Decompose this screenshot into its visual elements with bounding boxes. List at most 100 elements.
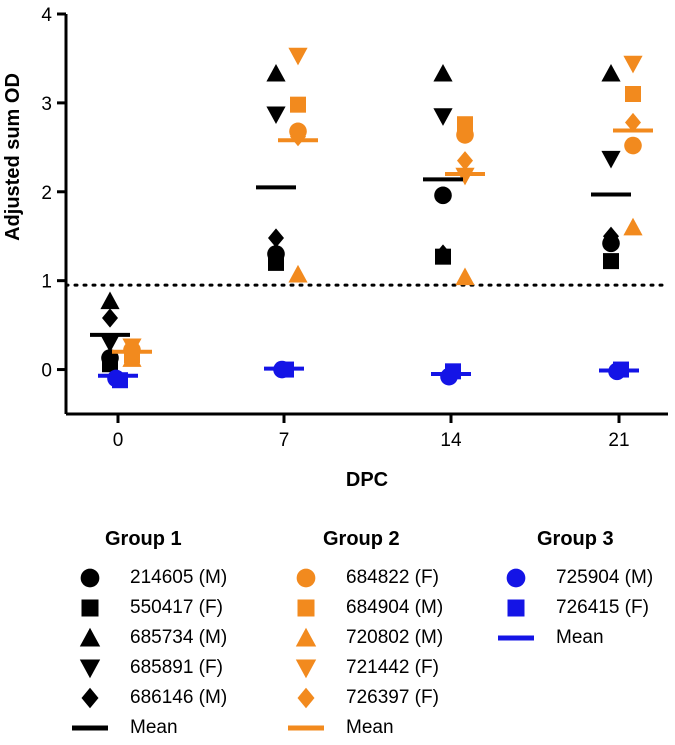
point-g2-720802-dpc21	[623, 217, 643, 236]
legend-label: 720802 (M)	[346, 627, 444, 648]
legend-marker	[297, 599, 315, 617]
legend-label: 550417 (F)	[130, 597, 223, 618]
y-axis-label: Adjusted sum OD	[2, 73, 24, 241]
legend-diamond-icon	[81, 687, 99, 709]
point-g2-684904-dpc14	[457, 116, 473, 133]
legend-group-title: Group 3	[537, 528, 614, 550]
point-g1-685734-dpc0	[100, 291, 120, 310]
x-tick-label: 21	[608, 430, 629, 451]
legend-entry: 684904 (M)	[288, 594, 508, 622]
scatter-chart: 0 1 2 3 4 0 7 14 21 Adjusted sum OD DPC	[2, 5, 670, 491]
legend-marker	[72, 725, 108, 731]
point-g2-721442-dpc14	[455, 167, 475, 186]
point-g2-720802-dpc7	[288, 264, 308, 283]
legend-label: 686146 (M)	[130, 687, 228, 708]
legend-label: 684904 (M)	[346, 597, 444, 618]
legend-marker	[80, 568, 100, 588]
legend-marker	[81, 599, 99, 617]
legend-square-icon	[81, 599, 99, 617]
y-tick-label: 3	[41, 94, 52, 115]
axes: 0 1 2 3 4 0 7 14 21	[41, 5, 670, 451]
point-g2-720802-dpc14	[455, 267, 475, 286]
legend-group-title: Group 2	[323, 528, 400, 550]
legend-label: 214605 (M)	[130, 567, 228, 588]
legend-square-icon	[507, 599, 525, 617]
legend-marker	[297, 687, 315, 709]
legend-square-icon	[297, 599, 315, 617]
legend-entry-mean: Mean	[288, 714, 508, 742]
legend-entry: 685891 (F)	[72, 654, 292, 682]
point-g1-685734-dpc7	[266, 63, 286, 82]
data-points	[100, 47, 643, 389]
y-tick-label: 1	[41, 272, 52, 293]
legend-label: 685891 (F)	[130, 657, 223, 678]
legend-entry: 686146 (M)	[72, 684, 292, 712]
legend-marker	[288, 725, 324, 731]
point-g1-686146-dpc21	[603, 226, 619, 246]
legend-entry-mean: Mean	[72, 714, 292, 742]
legend-marker	[79, 627, 101, 647]
point-g1-685891-dpc0	[100, 334, 120, 353]
x-tick-label: 0	[113, 430, 124, 451]
legend-marker	[81, 687, 99, 709]
legend-marker	[295, 659, 317, 679]
point-g1-685891-dpc7	[266, 106, 286, 125]
y-tick-label: 2	[41, 183, 52, 204]
legend-entry: 720802 (M)	[288, 624, 508, 652]
point-g2-726397-dpc21	[625, 112, 641, 133]
legend-diamond-icon	[297, 687, 315, 709]
point-g2-721442-dpc7	[288, 47, 308, 66]
legend-triangle-down-icon	[79, 659, 101, 679]
legend-label: 726397 (F)	[346, 687, 439, 708]
legend-label: 721442 (F)	[346, 657, 439, 678]
point-g1-685734-dpc21	[601, 63, 621, 82]
point-g1-686146-dpc0	[102, 308, 118, 328]
point-g2-721442-dpc21	[623, 55, 643, 74]
x-axis-label: DPC	[346, 469, 388, 491]
point-g1-685891-dpc14	[433, 108, 453, 126]
legend-label: 725904 (M)	[556, 567, 654, 588]
legend-label: Mean	[130, 717, 178, 738]
point-g1-550417-dpc7	[268, 254, 284, 271]
x-tick-label: 14	[440, 430, 462, 451]
legend-label: Mean	[556, 627, 604, 648]
point-g2-684904-dpc21	[625, 86, 641, 102]
legend-entry: 684822 (F)	[288, 564, 508, 592]
legend-triangle-up-icon	[79, 627, 101, 647]
y-tick-label: 4	[41, 5, 52, 26]
legend-label: 685734 (M)	[130, 627, 228, 648]
legend-entry: 726415 (F)	[498, 594, 675, 622]
legend-label: Mean	[346, 717, 394, 738]
legend-group-title: Group 1	[105, 528, 182, 550]
point-g2-684904-dpc7	[290, 96, 306, 113]
point-g1-214605-dpc14	[434, 186, 452, 205]
x-tick-label: 7	[279, 430, 290, 451]
point-g1-550417-dpc21	[603, 253, 619, 270]
legend-triangle-down-icon	[295, 659, 317, 679]
point-g2-726397-dpc14	[457, 151, 473, 171]
legend-entry: 214605 (M)	[72, 564, 292, 592]
legend-circle-icon	[80, 568, 100, 588]
point-g1-550417-dpc0	[102, 356, 118, 373]
legend-entry: 721442 (F)	[288, 654, 508, 682]
point-g3-726415-dpc14	[445, 363, 461, 380]
point-g1-685734-dpc14	[433, 63, 453, 82]
legend-circle-icon	[296, 568, 316, 588]
legend-marker	[506, 568, 526, 588]
legend-entry: 726397 (F)	[288, 684, 508, 712]
point-g1-686146-dpc7	[268, 228, 284, 248]
legend-entry: 550417 (F)	[72, 594, 292, 622]
point-g2-684822-dpc21	[624, 136, 642, 155]
legend-label: 684822 (F)	[346, 567, 439, 588]
legend-entry: 685734 (M)	[72, 624, 292, 652]
legend-label: 726415 (F)	[556, 597, 649, 618]
point-g1-686146-dpc14	[435, 244, 451, 264]
legend-triangle-up-icon	[295, 627, 317, 647]
point-g1-685891-dpc21	[601, 150, 621, 169]
y-tick-label: 0	[41, 361, 52, 382]
legend-marker	[296, 568, 316, 588]
legend-marker	[295, 627, 317, 647]
legend: Group 1 214605 (M) 550417 (F) 685734 (M) 685…	[0, 520, 675, 745]
legend-entry: 725904 (M)	[498, 564, 675, 592]
legend-marker	[507, 599, 525, 617]
